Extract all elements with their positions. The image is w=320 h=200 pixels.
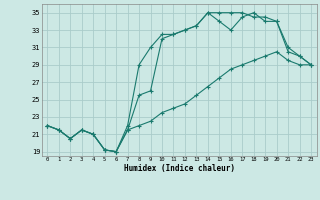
X-axis label: Humidex (Indice chaleur): Humidex (Indice chaleur) <box>124 164 235 173</box>
